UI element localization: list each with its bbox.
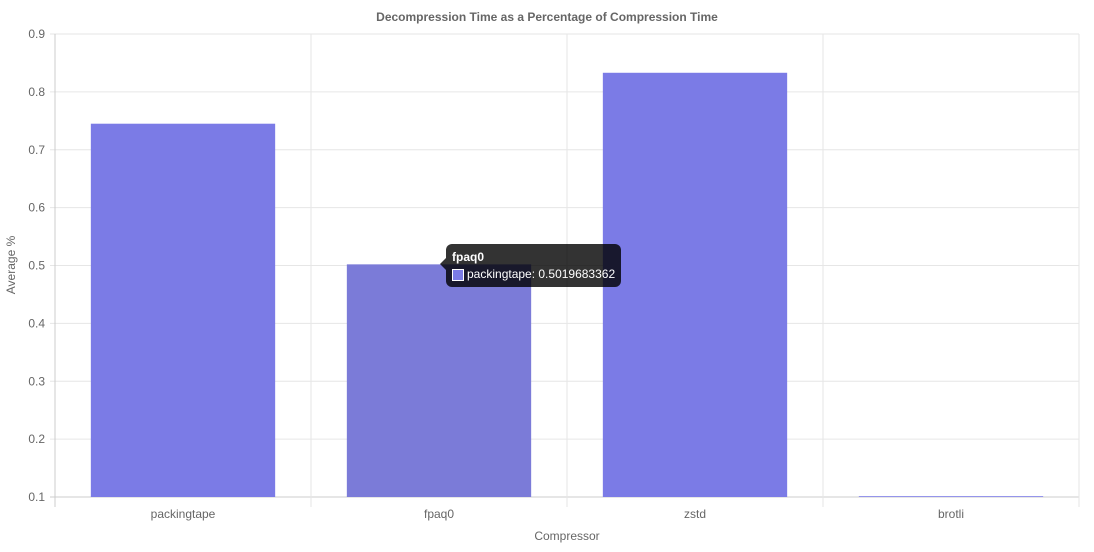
bar-packingtape[interactable]	[90, 123, 276, 498]
y-tick-label: 0.5	[28, 259, 45, 273]
y-tick-label: 0.9	[28, 27, 45, 41]
y-tick-label: 0.4	[28, 316, 45, 330]
bar-fpaq0[interactable]	[346, 264, 532, 497]
y-tick-label: 0.6	[28, 201, 45, 215]
x-axis-label: Compressor	[534, 529, 599, 543]
x-tick-label: packingtape	[151, 507, 216, 521]
chart-title: Decompression Time as a Percentage of Co…	[376, 10, 718, 24]
y-tick-label: 0.7	[28, 143, 45, 157]
axes: 0.1 0.2 0.3 0.4 0.5 0.6 0.7 0.8 0.9 packingtape fp…	[28, 27, 964, 521]
x-tick-label: fpaq0	[424, 507, 454, 521]
bar-brotli[interactable]	[858, 496, 1044, 497]
y-tick-label: 0.3	[28, 374, 45, 388]
y-axis-label: Average %	[4, 235, 18, 294]
bars	[90, 72, 1044, 498]
x-tick-label: zstd	[684, 507, 706, 521]
y-tick-label: 0.8	[28, 85, 45, 99]
y-tick-label: 0.1	[28, 490, 45, 504]
bar-zstd[interactable]	[602, 72, 788, 498]
y-tick-label: 0.2	[28, 432, 45, 446]
x-tick-label: brotli	[938, 507, 964, 521]
